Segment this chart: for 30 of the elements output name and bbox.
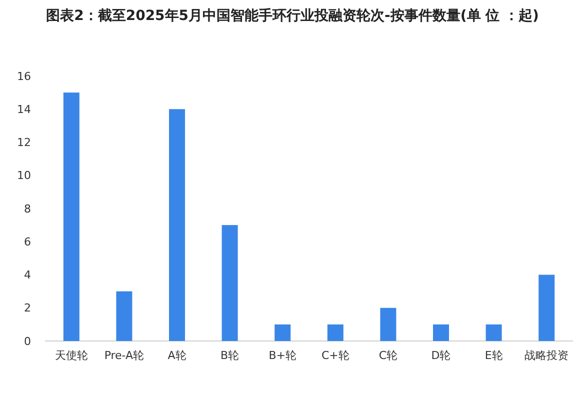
chart-title: 图表2：截至2025年5月中国智能手环行业投融资轮次-按事件数量(单 位 ：起) [46, 7, 539, 24]
bar [169, 109, 185, 341]
x-tick-label: E轮 [484, 349, 503, 362]
x-tick-label: Pre-A轮 [104, 349, 144, 362]
y-tick-label: 14 [17, 102, 31, 116]
y-tick-label: 0 [24, 334, 31, 348]
y-tick-label: 2 [24, 302, 31, 315]
x-tick-label: 天使轮 [54, 349, 88, 362]
bar [327, 324, 344, 341]
bar [538, 274, 555, 341]
x-tick-label: B+轮 [268, 349, 296, 362]
y-tick-label: 8 [24, 202, 31, 216]
bar [380, 308, 396, 341]
bar [63, 92, 80, 341]
y-tick-label: 12 [17, 136, 31, 150]
y-tick-label: 10 [17, 169, 31, 182]
y-tick-label: 6 [24, 235, 31, 248]
y-tick-label: 4 [24, 268, 31, 282]
bar [433, 324, 449, 341]
x-tick-label: D轮 [431, 349, 451, 362]
bar [274, 324, 291, 341]
bar [486, 324, 502, 341]
x-tick-label: C+轮 [321, 349, 350, 362]
x-tick-label: B轮 [220, 349, 240, 362]
bar [222, 225, 238, 341]
bar [116, 291, 132, 341]
y-tick-label: 16 [17, 70, 31, 83]
x-tick-label: C轮 [378, 349, 398, 362]
x-tick-label: 战略投资 [524, 349, 569, 362]
x-tick-label: A轮 [168, 349, 186, 362]
